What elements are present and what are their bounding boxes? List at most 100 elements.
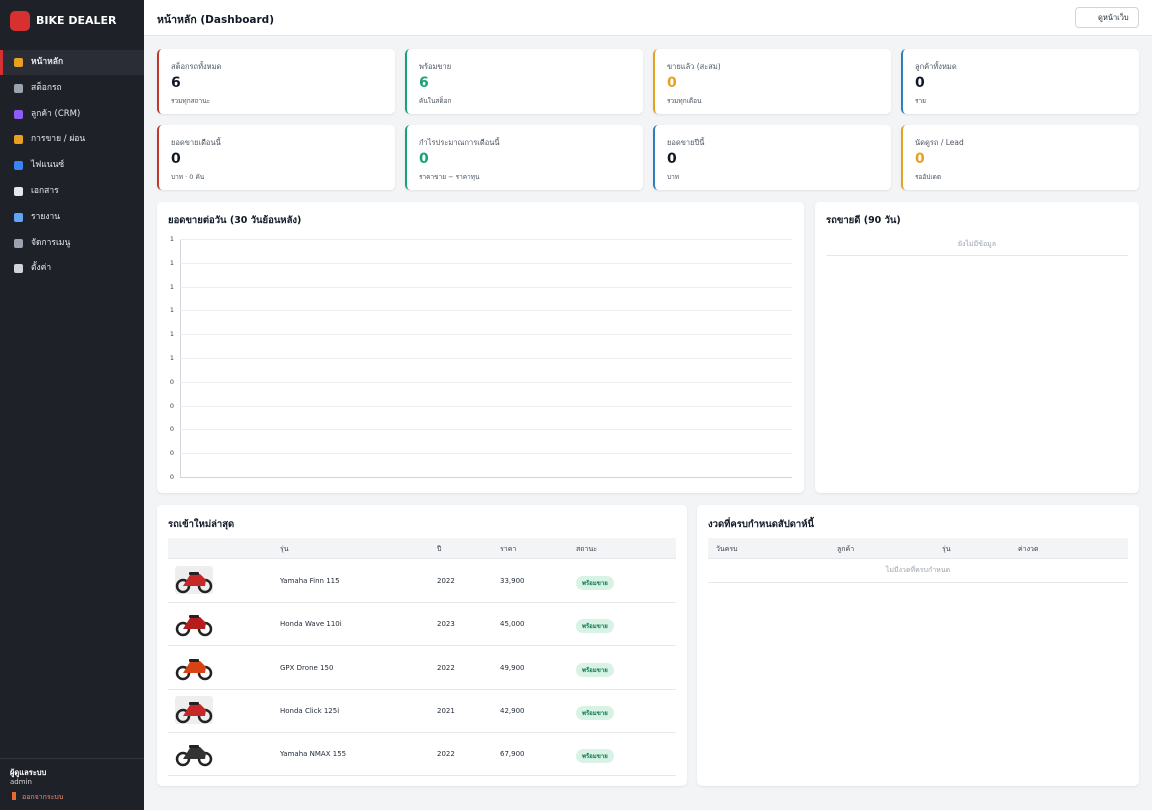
stat-value: 0 [915,75,925,91]
brand: BIKE DEALER [36,14,117,27]
grid-line [180,310,792,312]
logout-link[interactable]: ออกจากระบบ [22,793,64,801]
bike-thumbnail [175,566,213,594]
grid-line [180,453,792,455]
stat-note: บาท · 0 คัน [171,173,205,181]
table-cell: 45,000 [500,620,525,629]
empty-message: ยังไม่มีข้อมูล [957,240,997,248]
nav-item[interactable]: ไฟแนนซ์ [0,153,144,178]
table-cell: 33,900 [500,577,525,585]
stat-value: 0 [419,151,429,167]
nav-icon [14,109,23,119]
stat-note: รออัปเดต [915,173,942,181]
row-divider [168,602,676,603]
stat-card: นัดดูรถ / Lead 0 รออัปเดต [901,125,1139,190]
table-cell: 2022 [437,750,455,759]
grid-line [180,358,792,359]
table-header [168,538,676,559]
bike-thumbnail [175,653,213,681]
divider [0,758,144,759]
stat-card: ลูกค้าทั้งหมด 0 ราย [901,49,1139,114]
stat-note: ราย [915,97,926,105]
table-cell: 2021 [437,706,455,715]
nav-item[interactable]: เอกสาร [0,179,144,204]
table-cell: 2022 [437,577,455,585]
page-title: หน้าหลัก (Dashboard) [157,14,274,26]
divider [708,582,1128,583]
nav-icon [14,264,23,274]
nav-icon [14,187,23,196]
stat-label: ยอดขายเดือนนี้ [171,138,221,147]
stat-label: นัดดูรถ / Lead [915,138,964,147]
nav-item[interactable]: ตั้งค่า [0,256,144,281]
grid-line [180,405,792,407]
nav-label: หน้าหลัก [31,57,64,67]
y-tick-label: 0 [169,377,174,386]
nav-label: สต็อกรถ [31,82,62,93]
sales-chart-panel: ยอดขายต่อวัน (30 วันย้อนหลัง) 1 1 1 1 1 1 0 0 0 0… [157,202,804,493]
bike-image [175,658,213,680]
nav-label: ไฟแนนซ์ [31,160,65,171]
table-cell: Yamaha Finn 115 [280,577,340,585]
y-tick-label: 1 [169,330,174,339]
stat-value: 0 [171,151,181,167]
empty-message: ไม่มีงวดที่ครบกำหนด [885,566,951,574]
nav-item[interactable]: สต็อกรถ [0,76,144,101]
stat-label: สต็อกรถทั้งหมด [171,62,222,71]
nav-item[interactable]: จัดการเมนู [0,231,144,256]
grid-line [180,262,792,264]
y-tick-label: 1 [169,258,174,267]
table-cell: 49,900 [500,663,525,672]
bike-image [175,701,213,724]
stat-card: ยอดขายปีนี้ 0 บาท [653,125,891,190]
nav-icon [14,135,23,145]
nav-icon [14,83,23,93]
bike-image [175,572,213,594]
stat-label: กำไรประมาณการเดือนนี้ [419,138,500,147]
row-divider [168,775,676,777]
table-cell: Honda Click 125i [280,706,340,715]
nav-item[interactable]: ลูกค้า (CRM) [0,102,144,127]
column-header: ค่างวด [1018,545,1039,553]
nav-item[interactable]: หน้าหลัก [0,50,144,75]
nav-label: รายงาน [31,211,61,222]
table-cell: 67,900 [500,750,525,759]
table-cell: 2023 [437,620,455,629]
stat-value: 0 [667,151,677,167]
nav-label: ตั้งค่า [31,263,52,274]
column-header: รุ่น [942,545,951,553]
grid-line [180,429,792,431]
view-site-button[interactable]: ดูหน้าเว็บ [1075,7,1139,28]
user-name: admin [10,778,32,786]
table-cell: Honda Wave 110i [280,620,342,629]
status-badge: พร้อมขาย [576,576,614,590]
stat-value: 6 [419,75,429,91]
panel-title: ยอดขายต่อวัน (30 วันย้อนหลัง) [168,215,302,226]
bike-thumbnail [175,609,213,637]
grid-line [180,381,792,383]
y-tick-label: 1 [169,235,174,243]
y-tick-label: 1 [169,354,174,362]
panel-title: งวดที่ครบกำหนดสัปดาห์นี้ [708,519,814,530]
nav-label: เอกสาร [31,186,59,196]
logo-icon [10,11,30,31]
stat-card: ขายแล้ว (สะสม) 0 รวมทุกเดือน [653,49,891,114]
row-divider [168,645,676,647]
nav-label: จัดการเมนู [31,237,71,248]
top-sellers-panel: รถขายดี (90 วัน) ยังไม่มีข้อมูล [815,202,1139,493]
stat-note: บาท [667,173,680,181]
y-tick-label: 0 [169,449,174,458]
grid-line [180,286,792,288]
divider [826,255,1128,256]
stat-card: กำไรประมาณการเดือนนี้ 0 ราคาขาย − ราคาทุน [405,125,643,190]
table-header [708,538,1128,559]
nav-item[interactable]: รายงาน [0,205,144,230]
nav-item[interactable]: การขาย / ผ่อน [0,127,144,152]
stat-label: ขายแล้ว (สะสม) [667,62,721,71]
table-cell: 42,900 [500,706,525,715]
stat-note: รวมทุกเดือน [667,97,702,105]
column-header: สถานะ [576,545,597,553]
table-cell: Yamaha NMAX 155 [280,750,347,759]
button-label: ดูหน้าเว็บ [1098,13,1129,22]
